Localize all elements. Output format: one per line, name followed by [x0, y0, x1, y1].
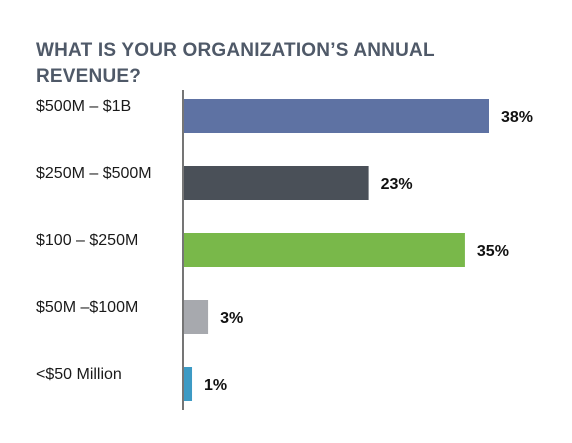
category-label: <$50 Million	[36, 366, 122, 383]
bar-rows: $500M – $1B 38% $250M – $500M 23% $100 – $25…	[36, 98, 533, 401]
category-label: $100 – $250M	[36, 232, 138, 249]
value-label: 35%	[477, 243, 509, 260]
bar	[184, 233, 465, 267]
chart-title: WHAT IS YOUR ORGANIZATION’S ANNUAL REVEN…	[36, 40, 435, 87]
category-label: $50M –$100M	[36, 299, 138, 316]
bar	[184, 367, 193, 401]
category-label: $250M – $500M	[36, 165, 152, 182]
bar	[184, 99, 489, 133]
bar	[184, 300, 209, 334]
value-label: 1%	[204, 377, 227, 394]
value-label: 3%	[220, 310, 243, 327]
category-label: $500M – $1B	[36, 98, 131, 115]
value-label: 38%	[501, 109, 533, 126]
value-label: 23%	[381, 176, 413, 193]
bar	[184, 166, 369, 200]
